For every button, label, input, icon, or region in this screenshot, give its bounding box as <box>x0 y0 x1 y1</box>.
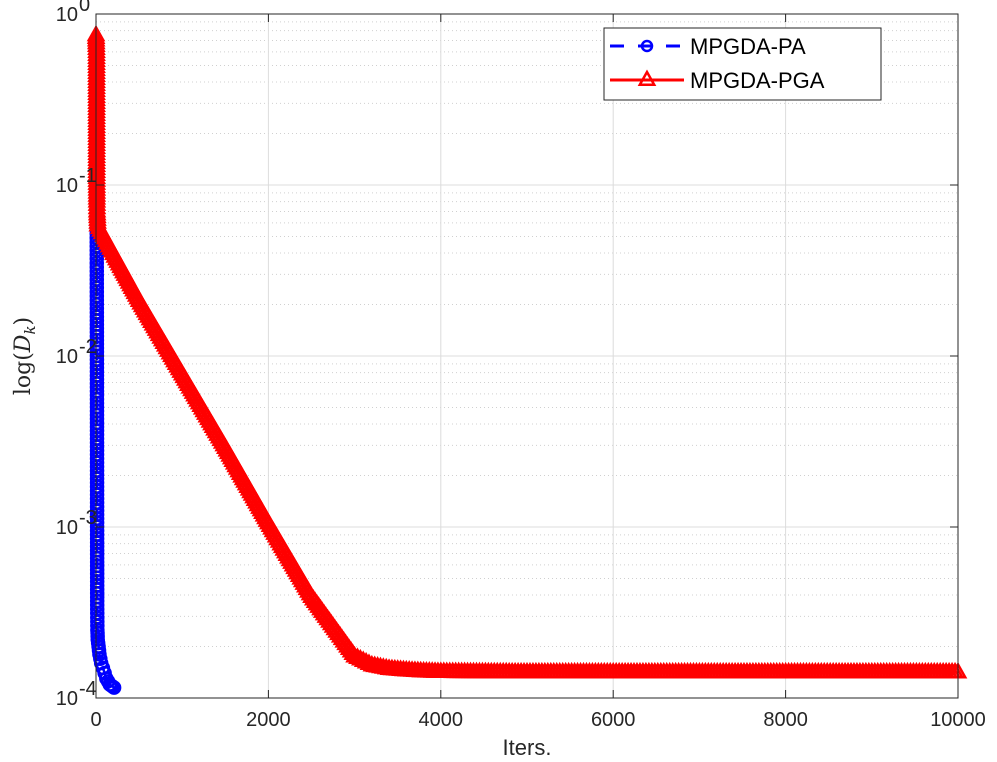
legend-marker <box>640 39 654 53</box>
y-tick-label: 10 <box>56 346 78 368</box>
x-tick-label: 10000 <box>930 709 986 731</box>
x-tick-label: 4000 <box>419 709 464 731</box>
x-tick-label: 6000 <box>591 709 636 731</box>
y-tick-exponent: -3 <box>79 507 97 529</box>
data-point <box>90 618 105 634</box>
y-label-main: log( <box>11 352 36 395</box>
series-2 <box>86 24 968 679</box>
y-tick-exponent: -1 <box>79 165 97 187</box>
data-point <box>106 680 122 695</box>
legend: MPGDA-PA MPGDA-PGA <box>603 27 882 101</box>
y-tick-exponent: 0 <box>79 0 90 16</box>
y-tick-label: 10 <box>56 688 78 710</box>
legend-label: MPGDA-PGA <box>690 68 825 93</box>
y-axis-label-text: log(Dk) <box>11 317 39 395</box>
legend-marker <box>637 69 657 87</box>
y-label-var: D <box>11 334 36 353</box>
legend-label: MPGDA-PA <box>690 34 806 59</box>
x-tick-label: 2000 <box>246 709 291 731</box>
y-label-close: ) <box>11 317 36 326</box>
y-tick-exponent: -4 <box>79 678 97 700</box>
y-tick-exponent: -2 <box>79 336 97 358</box>
legend-item: MPGDA-PGA <box>610 68 825 93</box>
legend-box <box>603 27 882 101</box>
y-tick-label: 10 <box>56 175 78 197</box>
y-label-sub: k <box>21 325 39 334</box>
legend-item: MPGDA-PA <box>610 34 806 59</box>
y-tick-label: 10 <box>56 517 78 539</box>
x-tick-label: 8000 <box>763 709 808 731</box>
x-axis-label: Iters. <box>503 735 552 760</box>
series-layer <box>86 24 968 695</box>
x-tick-label: 0 <box>90 709 101 731</box>
ticks: 0 2000 4000 6000 8000 1000010-410-310-210-110… <box>56 0 986 731</box>
y-axis-label: log(Dk) <box>11 317 39 395</box>
y-tick-label: 10 <box>56 4 78 26</box>
